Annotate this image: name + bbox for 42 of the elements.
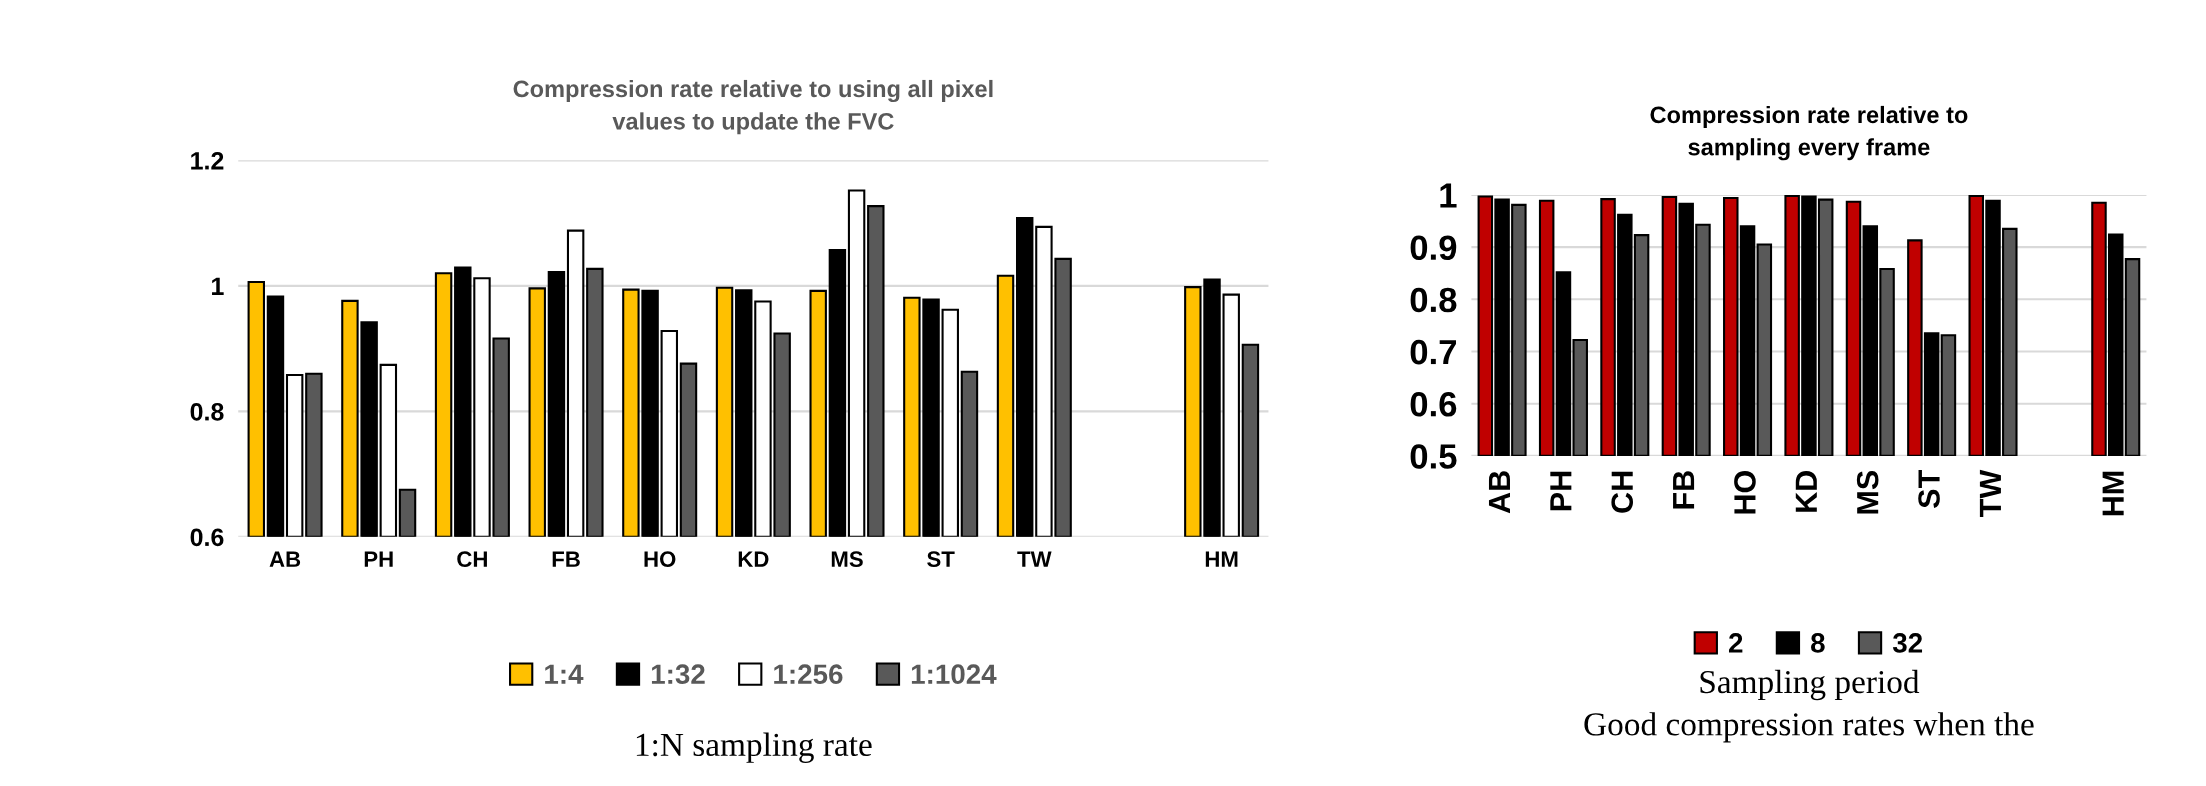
x-tick-label: CH [1611,471,1634,513]
x-tick-label: FB [552,551,580,567]
legend-label: 2 [1728,633,1743,653]
y-tick-label: 0.6 [190,528,224,547]
x-tick-label: AB [269,551,301,567]
legend-label: 1:1024 [911,664,997,685]
x-tick-label: HM [1205,551,1238,567]
y-tick-label: 0.5 [1410,444,1457,469]
y-tick-label: 0.9 [1410,235,1457,261]
chart-title: Compression rate relative to sampling every frame [1650,105,1968,161]
x-axis-title: 1:N sampling rate [636,732,872,763]
x-tick-label: CH [457,551,487,568]
y-tick-label: 1 [212,277,224,295]
legend-label: 1:4 [545,664,584,684]
legend-label: 8 [1811,633,1825,653]
legend-label: 32 [1892,633,1923,653]
x-tick-label: KD [738,551,769,567]
x-tick-label: HM [2102,471,2124,516]
x-axis-title: Sampling period [1700,669,1920,701]
x-tick-label: HO [1734,471,1756,514]
x-tick-label: HO [644,551,676,568]
x-tick-label: KD [1795,471,1817,512]
x-tick-label: PH [364,551,393,567]
y-tick-label: 0.6 [1410,392,1457,417]
x-tick-label: FB [1673,471,1695,509]
y-tick-label: 0.8 [190,402,224,421]
y-tick-label: 0.7 [1410,339,1456,365]
x-tick-label: TW [1017,551,1052,567]
y-tick-label: 1 [1440,183,1457,208]
y-tick-label: 1.2 [191,151,224,170]
x-tick-label: AB [1488,471,1510,514]
x-tick-label: TW [1979,469,2001,517]
y-tick-label: 0.8 [1410,287,1457,313]
legend-label: 1:256 [774,664,843,685]
chart-title: Compression rate relative to using all pixel values to update the FVC [513,79,993,135]
x-tick-label: ST [1918,470,1940,508]
legend-label: 1:32 [651,664,705,685]
x-tick-label: PH [1550,471,1572,511]
x-tick-label: MS [1856,470,1879,514]
x-tick-label: MS [831,551,863,568]
text: Good compression rates when the [1584,712,2034,743]
x-tick-label: ST [927,551,955,568]
